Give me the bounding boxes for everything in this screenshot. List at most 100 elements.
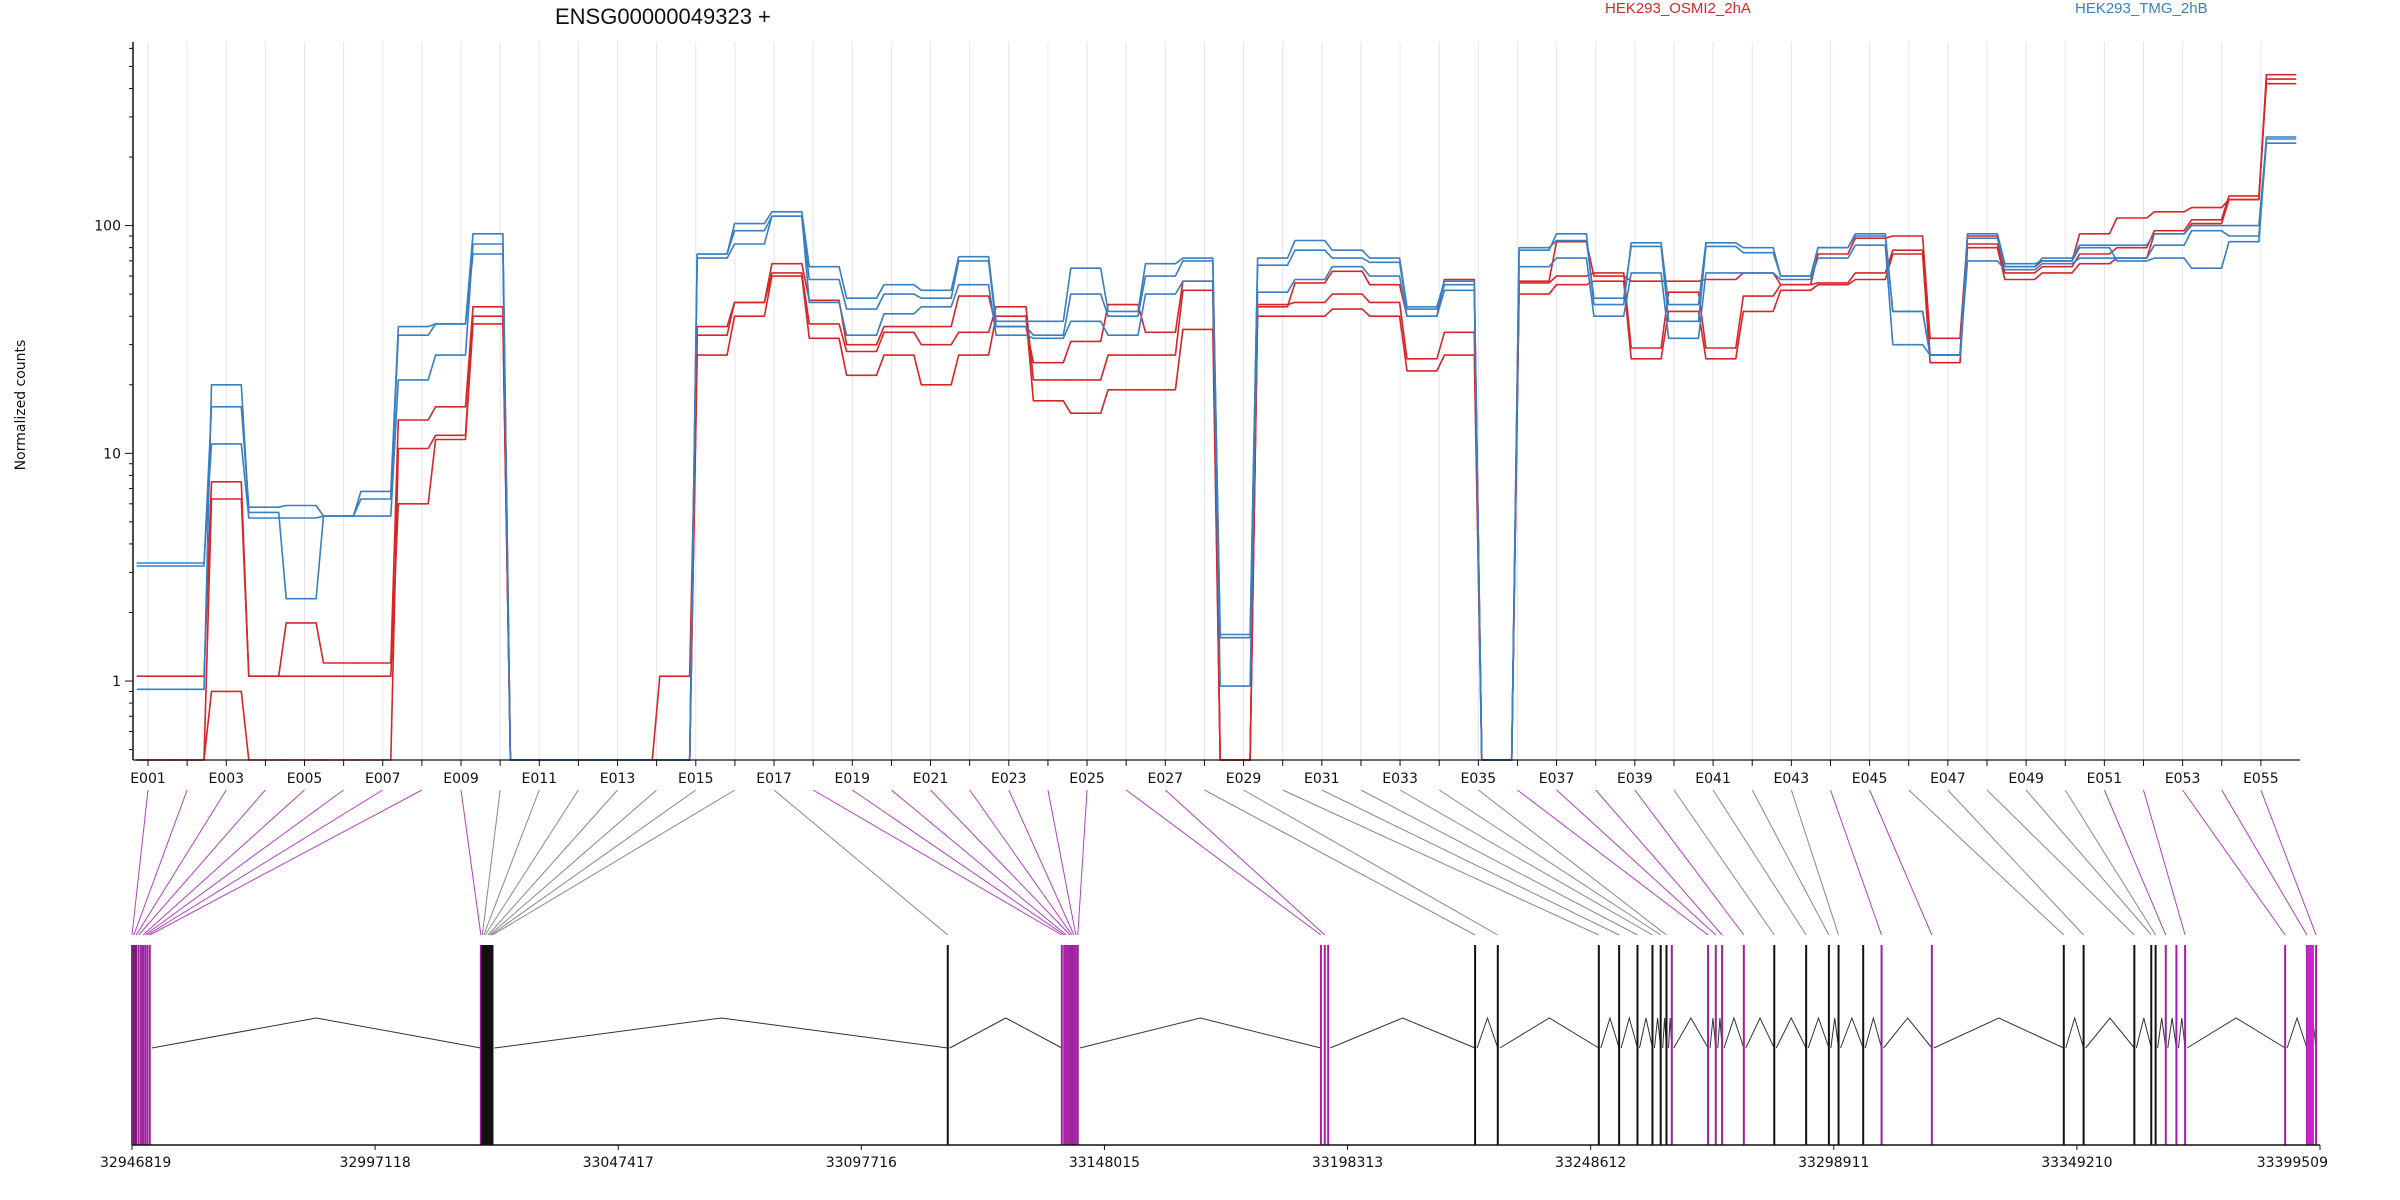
intron-line: [2167, 1017, 2177, 1049]
exon-label: E003: [208, 771, 244, 787]
exon-connector: [1986, 789, 2135, 936]
exon-connector: [1399, 789, 1653, 936]
intron-line: [1883, 1017, 1933, 1049]
exon-grid: [147, 42, 2262, 760]
exon-label: E039: [1617, 771, 1653, 787]
exon-connector: [149, 789, 423, 936]
genomic-tick-label: 33047417: [583, 1155, 654, 1171]
intron-line: [1745, 1016, 1775, 1049]
exon-connector: [852, 789, 1065, 936]
exon-label: E047: [1930, 771, 1966, 787]
y-axis: 1 10 100: [94, 42, 134, 760]
series-connector: [166, 79, 2267, 761]
exon-connector: [812, 789, 1063, 936]
exon-connector: [138, 789, 266, 936]
exon-connector: [1047, 789, 1077, 936]
intron-line: [2286, 1016, 2308, 1049]
intron-line: [151, 1017, 481, 1049]
exon-label: E055: [2243, 771, 2279, 787]
y-tick-label: 10: [103, 446, 121, 462]
exon-connector: [1830, 789, 1883, 936]
series-connector: [166, 143, 2267, 761]
intron-line: [494, 1017, 948, 1049]
exon-connectors: [131, 789, 2317, 936]
exon-label: E037: [1539, 771, 1575, 787]
genomic-tick-label: 33298911: [1798, 1155, 1869, 1171]
exon-block: [132, 945, 137, 1145]
exon-label: E009: [443, 771, 479, 787]
exon-connector: [1243, 789, 1499, 936]
exon-label: E035: [1461, 771, 1497, 787]
genomic-tick-label: 33399509: [2257, 1155, 2328, 1171]
exon-connector: [2103, 789, 2167, 936]
legend-label-osmi2: HEK293_OSMI2_2hA: [1605, 0, 1751, 17]
exon-connector: [2143, 789, 2186, 936]
exon-label: E041: [1695, 771, 1731, 787]
exon-connector: [1360, 789, 1638, 936]
exon-connector: [2260, 789, 2317, 936]
intron-line: [1673, 1016, 1709, 1049]
exon-connector: [483, 789, 540, 936]
exon-connector: [1517, 789, 1709, 936]
exon-connector: [1077, 789, 1088, 936]
exon-connector: [1125, 789, 1322, 936]
legend-label-tmg: HEK293_TMG_2hB: [2075, 0, 2208, 17]
chart-title: ENSG00000049323 +: [555, 4, 771, 29]
exon-connector: [1673, 789, 1775, 936]
exon-label: E053: [2165, 771, 2201, 787]
exon-connector: [2064, 789, 2157, 936]
intron-line: [2085, 1017, 2135, 1049]
genomic-tick-label: 33097716: [826, 1155, 897, 1171]
intron-line: [949, 1017, 1063, 1049]
exon-connector: [1008, 789, 1075, 936]
exon-connector: [1947, 789, 2084, 936]
exon-label: E029: [1226, 771, 1262, 787]
intron-line: [1840, 1016, 1864, 1049]
exon-label: E007: [365, 771, 401, 787]
y-tick-label: 1: [112, 674, 121, 690]
exon-label: E017: [756, 771, 792, 787]
exon-label: E023: [991, 771, 1027, 787]
exon-connector: [1556, 789, 1717, 936]
exon-connector: [1164, 789, 1326, 936]
genomic-tick-label: 33198313: [1312, 1155, 1383, 1171]
exon-connector: [1751, 789, 1830, 936]
exon-connector: [2221, 789, 2308, 936]
y-axis-title: Normalized counts: [13, 340, 29, 471]
exon-connector: [930, 789, 1071, 936]
intron-line: [1476, 1016, 1499, 1049]
exon-label: E049: [2008, 771, 2044, 787]
exon-connector: [135, 789, 227, 936]
genomic-tick-label: 33248612: [1555, 1155, 1626, 1171]
exon-label: E031: [1304, 771, 1340, 787]
genomic-tick-label: 32997118: [339, 1155, 410, 1171]
intron-line: [1864, 1016, 1883, 1049]
exon-label: E027: [1148, 771, 1184, 787]
exon-connector: [891, 789, 1067, 936]
exon-connector: [481, 789, 501, 936]
exon-label: E025: [1069, 771, 1105, 787]
exon-connector: [490, 789, 697, 936]
intron-line: [2186, 1017, 2286, 1049]
exon-connector: [1790, 789, 1840, 936]
exon-label: E033: [1382, 771, 1418, 787]
series-connector: [166, 136, 2267, 761]
intron-line: [1723, 1016, 1745, 1049]
intron-line: [1499, 1017, 1600, 1049]
exon-connector: [1438, 789, 1661, 936]
exon-connector: [460, 789, 482, 936]
exon-connector: [1634, 789, 1745, 936]
exon-connector: [1321, 789, 1620, 936]
genomic-tick-label: 33148015: [1069, 1155, 1140, 1171]
exon-connector: [2182, 789, 2286, 936]
intron-line: [1620, 1016, 1638, 1049]
exon-axis: E001 E003 E005 E007 E009 E011 E013 E015 E017 E019…: [130, 759, 2300, 787]
exon-connector: [1204, 789, 1476, 936]
exon-connector: [1595, 789, 1723, 936]
exon-connector: [484, 789, 579, 936]
exon-connector: [773, 789, 949, 936]
exon-connector: [969, 789, 1073, 936]
exon-connector: [2025, 789, 2152, 936]
exon-label: E019: [835, 771, 871, 787]
